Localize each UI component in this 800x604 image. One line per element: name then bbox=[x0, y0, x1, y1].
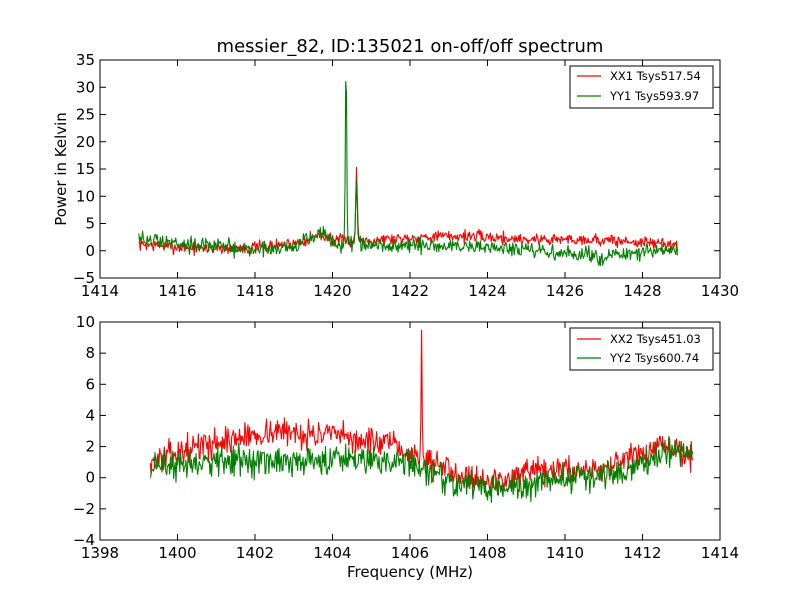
top-y-tick-label: −5 bbox=[73, 269, 95, 287]
top-legend-box bbox=[569, 65, 714, 109]
top-legend: XX1 Tsys517.54 YY1 Tsys593.97 bbox=[569, 65, 714, 109]
bottom-y-tick-label: 6 bbox=[85, 375, 95, 393]
bottom-x-tick-label: 1402 bbox=[236, 544, 274, 562]
bottom-series-line-2 bbox=[149, 435, 694, 504]
top-x-tick-label: 1424 bbox=[468, 282, 506, 300]
top-y-tick-label: 0 bbox=[85, 242, 95, 260]
top-y-tick-label: 30 bbox=[76, 78, 95, 96]
top-x-tick-label: 1416 bbox=[158, 282, 196, 300]
top-x-tick-label: 1422 bbox=[391, 282, 429, 300]
bottom-x-tick-label: 1414 bbox=[701, 544, 739, 562]
bottom-series-line-1 bbox=[149, 329, 694, 493]
top-axis-ticks: 1414 1416 1418 1420 1422 1424 1426 1428 1430 35 30… bbox=[73, 51, 739, 300]
top-chart-title: messier_82, ID:135021 on-off/off spectru… bbox=[217, 36, 604, 57]
bottom-legend-box bbox=[569, 327, 714, 371]
top-y-tick-label: 5 bbox=[85, 215, 95, 233]
top-x-tick-label: 1428 bbox=[623, 282, 661, 300]
bottom-y-tick-label: −4 bbox=[73, 531, 95, 549]
bottom-x-tick-label: 1410 bbox=[546, 544, 584, 562]
top-x-tick-label: 1420 bbox=[313, 282, 351, 300]
bottom-x-tick-label: 1406 bbox=[391, 544, 429, 562]
top-panel: messier_82, ID:135021 on-off/off spectru… bbox=[52, 36, 739, 300]
bottom-x-axis-label: Frequency (MHz) bbox=[347, 563, 473, 581]
top-series-group bbox=[138, 81, 678, 267]
bottom-legend: XX2 Tsys451.03 YY2 Tsys600.74 bbox=[569, 327, 714, 371]
top-y-tick-label: 25 bbox=[76, 106, 95, 124]
top-legend-label-xx1: XX1 Tsys517.54 bbox=[610, 69, 701, 83]
bottom-axis-ticks: 1398 1400 1402 1404 1406 1408 1410 1412 1414 10 8 6… bbox=[73, 313, 739, 562]
top-x-tick-label: 1426 bbox=[546, 282, 584, 300]
bottom-x-tick-label: 1398 bbox=[81, 544, 119, 562]
bottom-x-tick-label: 1408 bbox=[468, 544, 506, 562]
bottom-x-tick-label: 1400 bbox=[158, 544, 196, 562]
bottom-y-tick-label: 2 bbox=[85, 438, 95, 456]
bottom-y-tick-label: 10 bbox=[76, 313, 95, 331]
bottom-y-tick-label: −2 bbox=[73, 500, 95, 518]
top-x-tick-label: 1418 bbox=[236, 282, 274, 300]
top-y-tick-label: 15 bbox=[76, 160, 95, 178]
bottom-y-tick-label: 8 bbox=[85, 344, 95, 362]
bottom-legend-label-xx2: XX2 Tsys451.03 bbox=[610, 332, 701, 346]
bottom-legend-label-yy2: YY2 Tsys600.74 bbox=[609, 351, 699, 365]
top-y-tick-label: 20 bbox=[76, 133, 95, 151]
bottom-series-group bbox=[149, 329, 694, 504]
bottom-y-tick-label: 4 bbox=[85, 406, 95, 424]
bottom-x-tick-label: 1412 bbox=[623, 544, 661, 562]
top-series-line-2 bbox=[138, 81, 678, 267]
bottom-x-tick-label: 1404 bbox=[313, 544, 351, 562]
top-x-tick-label: 1430 bbox=[701, 282, 739, 300]
top-y-tick-label: 10 bbox=[76, 187, 95, 205]
bottom-y-tick-label: 0 bbox=[85, 469, 95, 487]
top-x-tick-label: 1414 bbox=[81, 282, 119, 300]
top-legend-label-yy1: YY1 Tsys593.97 bbox=[609, 89, 699, 103]
bottom-panel: 1398 1400 1402 1404 1406 1408 1410 1412 1414 10 8 6… bbox=[73, 313, 739, 581]
top-y-axis-label: Power in Kelvin bbox=[52, 112, 70, 226]
top-y-tick-label: 35 bbox=[76, 51, 95, 69]
